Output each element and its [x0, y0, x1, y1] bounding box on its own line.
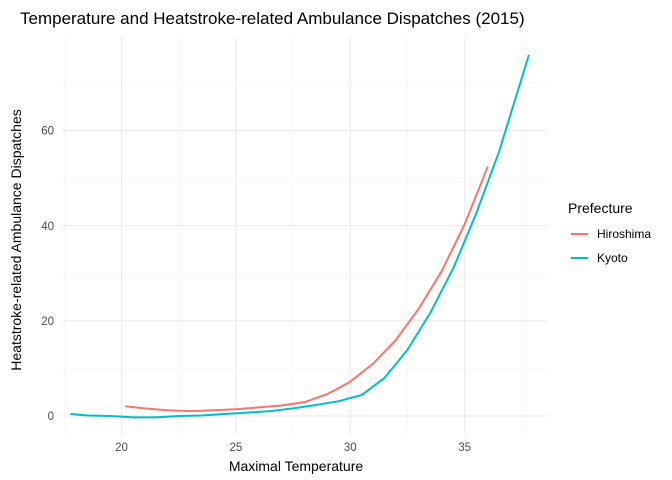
y-axis-title: Heatstroke-related Ambulance Dispatches	[8, 109, 24, 370]
legend-title: Prefecture	[568, 200, 633, 216]
x-axis-title: Maximal Temperature	[229, 458, 364, 474]
y-tick-label: 20	[41, 316, 54, 328]
legend: Prefecture Hiroshima Kyoto	[568, 200, 651, 265]
legend-label-kyoto: Kyoto	[597, 251, 628, 265]
y-tick-label: 0	[48, 411, 54, 423]
y-tick-label: 40	[41, 221, 54, 233]
series-line-kyoto	[70, 54, 530, 419]
x-tick-label: 35	[458, 442, 471, 454]
chart-title: Temperature and Heatstroke-related Ambul…	[20, 9, 525, 28]
series-lines	[70, 54, 530, 419]
y-tick-label: 60	[41, 126, 54, 138]
grid	[62, 38, 547, 434]
x-tick-label: 20	[115, 442, 128, 454]
series-line-hiroshima	[125, 166, 489, 413]
y-axis-ticks: 0 20 40 60	[41, 126, 54, 423]
x-tick-label: 30	[344, 442, 357, 454]
x-axis-ticks: 20 25 30 35	[115, 442, 471, 454]
x-tick-label: 25	[229, 442, 242, 454]
legend-label-hiroshima: Hiroshima	[597, 227, 651, 241]
